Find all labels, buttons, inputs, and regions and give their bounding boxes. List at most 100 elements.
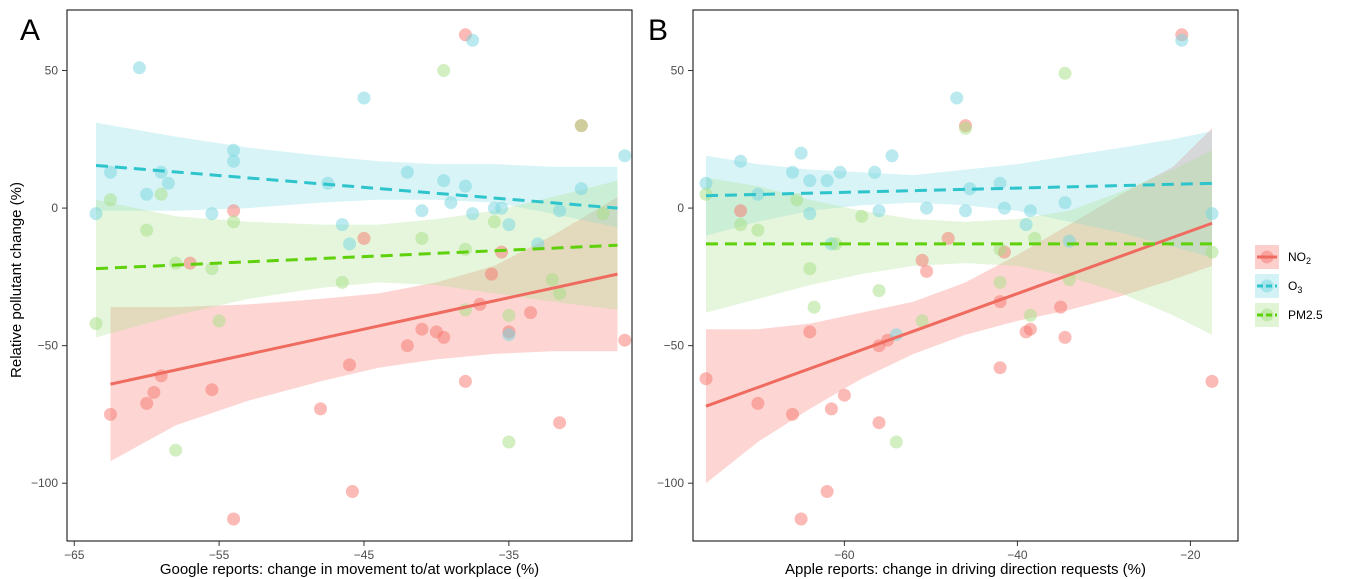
o3-data-point — [1019, 218, 1033, 232]
no2-data-point — [993, 361, 1007, 375]
o3-data-point — [950, 91, 964, 105]
pm-data-point — [502, 435, 516, 449]
no2-data-point — [458, 374, 472, 388]
no2-data-point — [872, 416, 886, 430]
o3-data-point — [997, 201, 1011, 215]
o3-data-point — [820, 174, 834, 188]
no2-data-point — [227, 204, 241, 218]
no2-data-point — [104, 407, 117, 421]
plot-border-b — [692, 9, 1239, 542]
o3-data-point — [803, 207, 817, 221]
o3-data-point — [357, 91, 371, 105]
o3-data-point — [495, 201, 509, 215]
o3-data-point — [872, 204, 886, 218]
o3-data-point — [959, 204, 972, 218]
o3-data-point — [89, 207, 103, 221]
no2-data-point — [915, 253, 929, 267]
pm-data-point — [1058, 66, 1072, 80]
x-tick-label: −45 — [354, 548, 375, 562]
pm-data-point — [889, 435, 903, 449]
no2-confidence-band-b — [706, 128, 1212, 484]
pm-data-point — [1023, 308, 1037, 322]
no2-data-point — [618, 333, 632, 347]
pm-data-point — [212, 314, 226, 328]
no2-data-point — [147, 385, 161, 399]
y-axis-label: Relative pollutant change (%) — [8, 182, 25, 378]
no2-fit-line-b — [705, 221, 1213, 408]
no2-data-point — [837, 388, 851, 402]
o3-data-point — [466, 207, 480, 221]
o3-data-point — [1205, 207, 1219, 221]
no2-data-point — [824, 402, 838, 416]
pm-data-point — [915, 314, 929, 328]
no2-data-point — [357, 231, 371, 245]
pm-data-point — [89, 317, 103, 331]
x-tick-label: −20 — [1180, 548, 1201, 562]
no2-data-point — [1054, 300, 1068, 314]
panel-label-b: B — [648, 14, 668, 47]
pm-data-point — [458, 242, 472, 256]
no2-data-point — [415, 322, 429, 336]
o3-data-point — [343, 237, 356, 251]
panel-label-a: A — [20, 14, 40, 47]
pm-data-point — [596, 207, 610, 221]
pm-data-point — [487, 215, 501, 229]
pm-data-point — [1205, 245, 1219, 259]
no2-data-point — [345, 485, 359, 498]
no2-data-point — [1205, 374, 1219, 388]
y-tick-label: 50 — [45, 64, 59, 78]
no2-data-point — [794, 512, 808, 526]
no2-data-point — [437, 330, 451, 344]
no2-data-point — [314, 402, 327, 416]
pm-data-point — [140, 223, 154, 237]
pm-data-point — [205, 262, 219, 276]
o3-data-point — [227, 143, 241, 157]
o3-data-point — [502, 218, 516, 232]
o3-data-point — [132, 61, 146, 75]
pm-data-point — [169, 256, 183, 270]
o3-data-point — [466, 33, 480, 47]
panel-a: A −65 −55 −45 −35 50 0 −50 −100 Google reports:… — [20, 9, 633, 578]
o3-data-point — [618, 149, 632, 163]
y-tick-label: 0 — [677, 201, 684, 215]
pm-data-point — [803, 262, 817, 276]
o3-data-point — [458, 179, 472, 193]
o3-data-point — [502, 328, 516, 342]
o3-data-point — [140, 187, 154, 201]
plot-border-a — [66, 9, 633, 542]
no2-data-point — [734, 204, 748, 218]
o3-fit-line-b — [705, 181, 1213, 198]
x-tick-label: −35 — [499, 548, 520, 562]
legend-label: NO2 — [1288, 250, 1311, 266]
pm-data-point — [855, 209, 869, 223]
o3-data-point — [920, 201, 934, 215]
o3-data-point — [1058, 196, 1072, 210]
pm-data-point — [104, 193, 117, 207]
pm-data-point — [335, 275, 349, 289]
no2-data-point — [205, 383, 219, 397]
pm-confidence-band-a — [96, 180, 618, 338]
pm-data-point — [545, 273, 559, 287]
o3-confidence-band-a — [96, 122, 618, 228]
o3-data-point — [161, 176, 175, 190]
pm-data-point — [872, 284, 886, 298]
o3-data-point — [227, 154, 241, 168]
x-tick-label: −55 — [209, 548, 230, 562]
o3-data-point — [734, 154, 748, 168]
o3-fit-line-a — [95, 163, 618, 210]
no2-fit-line-a — [110, 272, 618, 386]
legend-label: O3 — [1288, 279, 1302, 295]
no2-data-point — [786, 407, 799, 421]
o3-data-point — [335, 218, 349, 232]
o3-data-point — [531, 237, 545, 251]
o3-data-point — [786, 165, 799, 179]
o3-data-point — [751, 187, 765, 201]
no2-data-point — [485, 267, 498, 281]
x-axis-label-a: Google reports: change in movement to/at… — [160, 561, 539, 578]
y-tick-label: −50 — [38, 339, 59, 353]
o3-data-point — [868, 165, 882, 179]
pm-data-point — [415, 231, 429, 245]
pm-data-point — [993, 275, 1007, 289]
no2-data-point — [803, 325, 817, 339]
pm-data-point — [574, 119, 588, 133]
